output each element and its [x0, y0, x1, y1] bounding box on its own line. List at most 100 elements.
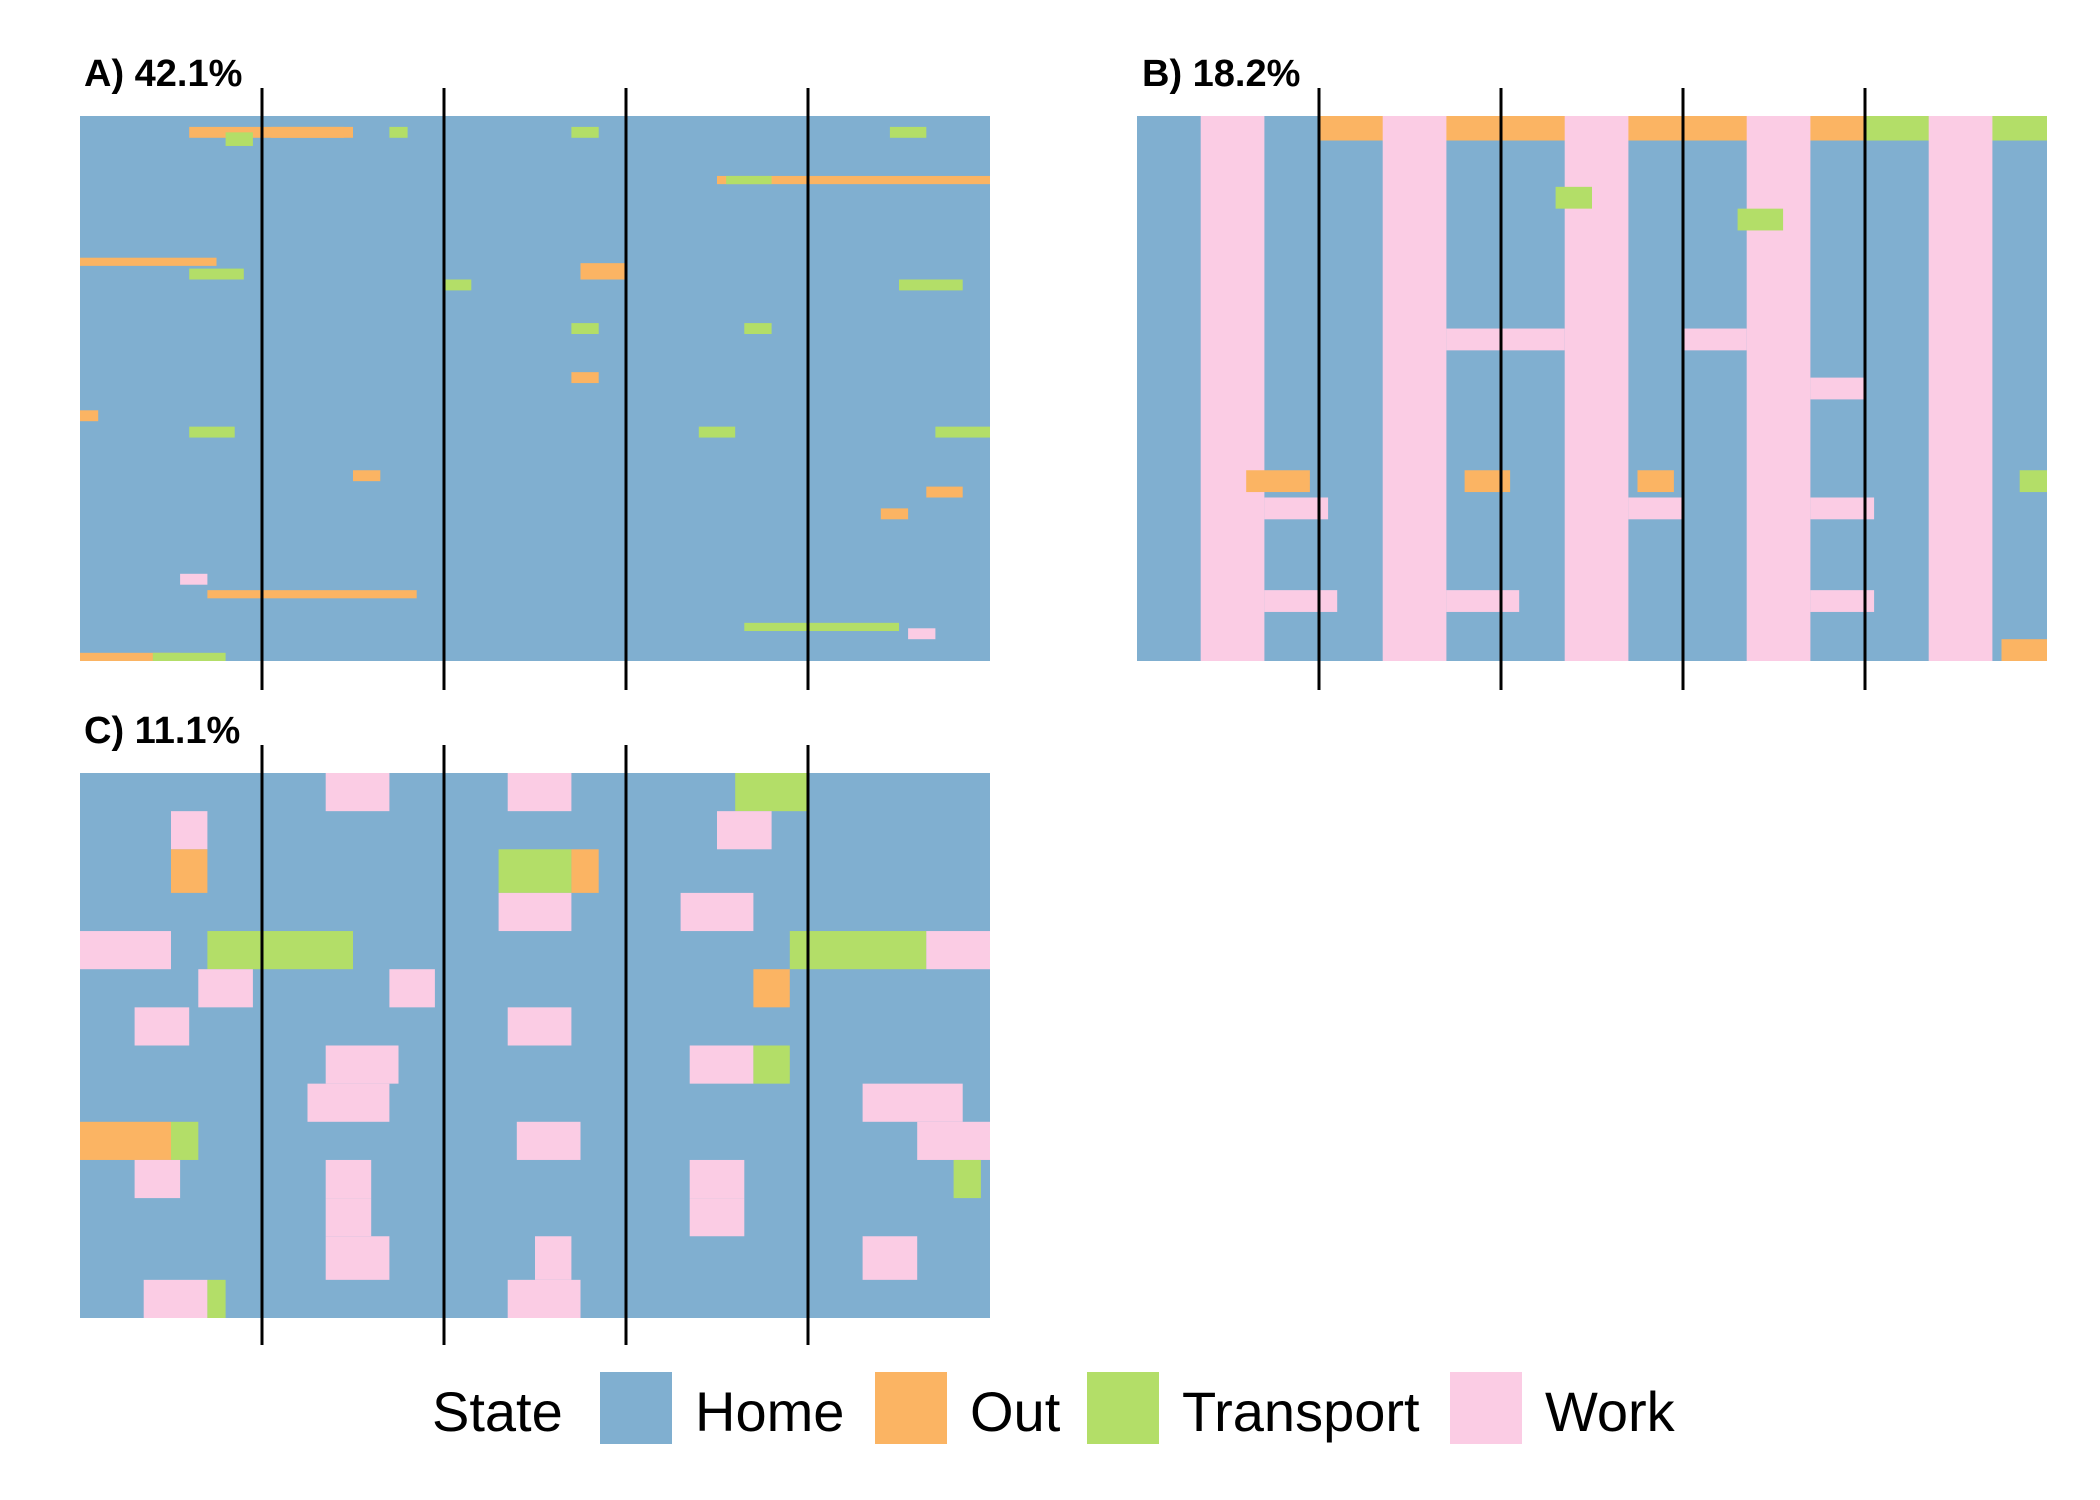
panel-title-a: A) 42.1% [84, 53, 242, 95]
heatmap-segment-out [880, 508, 909, 520]
heatmap-segment-transport [207, 1279, 226, 1318]
heatmap-segment-transport [2019, 470, 2047, 493]
heatmap-segment-work [717, 811, 772, 850]
panel-b: B) 18.2% [1137, 53, 2047, 690]
heatmap-segment-out [2001, 639, 2047, 661]
heatmap-segment-work [689, 1159, 745, 1199]
heatmap-segment-work [908, 628, 936, 640]
heatmap-segment-work [535, 1236, 572, 1280]
heatmap-segment-work [143, 1279, 208, 1318]
heatmap-segment-transport [225, 132, 253, 146]
panel-c: C) 11.1% [80, 710, 990, 1345]
legend-swatch-out [875, 1372, 947, 1444]
heatmap-segment-out [571, 372, 599, 384]
heatmap-segment-work [1446, 328, 1565, 351]
legend-label-work: Work [1545, 1380, 1676, 1443]
heatmap-segment-transport [1555, 186, 1592, 209]
heatmap-segment-out [1637, 470, 1674, 493]
heatmap-segment-out [717, 175, 990, 185]
legend: State Home Out Transport Work [432, 1372, 1676, 1444]
heatmap-segment-work [134, 1159, 181, 1199]
heatmap-segment-work [180, 573, 208, 585]
heatmap-segment-work [689, 1045, 754, 1084]
heatmap-segment-transport [735, 773, 808, 812]
heatmap-segment-work [80, 931, 171, 970]
heatmap-segment-transport [389, 126, 408, 138]
legend-title: State [432, 1380, 563, 1443]
heatmap-segment-work [917, 1121, 990, 1160]
heatmap-segment-transport [207, 931, 353, 970]
panel-a: A) 42.1% [80, 53, 990, 690]
heatmap-segment-work [325, 1045, 399, 1084]
heatmap-segment-transport [1737, 208, 1784, 231]
heatmap-segment-transport [698, 426, 736, 438]
heatmap-segment-out [353, 470, 381, 482]
heatmap-segment-out [1464, 470, 1511, 493]
heatmap-segment-transport [171, 1121, 199, 1160]
legend-label-transport: Transport [1182, 1380, 1420, 1443]
heatmap-segment-work [171, 811, 208, 850]
heatmap-segment-work [516, 1121, 581, 1160]
legend-swatch-work [1450, 1372, 1522, 1444]
heatmap-segment-out [753, 969, 790, 1008]
heatmap-segment-out [80, 410, 99, 422]
heatmap-segment-work [926, 931, 990, 970]
heatmap-segment-transport [753, 1045, 790, 1084]
heatmap-segment-out [580, 263, 626, 280]
heatmap-segment-transport [444, 279, 472, 291]
heatmap-segment-work [1810, 497, 1875, 520]
heatmap-segment-work [1628, 497, 1683, 520]
heatmap-segment-work [689, 1198, 745, 1237]
heatmap-segment-work [1810, 590, 1875, 612]
heatmap-segment-work [862, 1083, 963, 1122]
heatmap-segment-work [325, 1159, 372, 1199]
heatmap-segment-work [1264, 590, 1338, 612]
heatmap-segment-transport [889, 126, 927, 138]
heatmap-segment-work [1746, 116, 1811, 661]
heatmap-segment-out [1246, 470, 1310, 493]
heatmap-segment-work [1382, 116, 1447, 661]
heatmap-segment-transport [953, 1159, 981, 1199]
legend-label-out: Out [970, 1380, 1061, 1443]
heatmap-segment-out [571, 849, 599, 893]
heatmap-segment-out [207, 590, 417, 599]
heatmap-segment-out [926, 486, 963, 498]
heatmap-background [80, 116, 990, 661]
heatmap-segment-work [498, 892, 572, 932]
heatmap-segment-work [1446, 590, 1520, 612]
heatmap-segment-work [1928, 116, 1993, 661]
heatmap-segment-work [134, 1007, 190, 1046]
heatmap-segment-work [507, 773, 572, 812]
heatmap-segment-transport [726, 175, 772, 185]
legend-swatch-transport [1087, 1372, 1159, 1444]
heatmap-segment-transport [152, 652, 226, 661]
heatmap-segment-work [307, 1083, 390, 1122]
legend-swatch-home [600, 1372, 672, 1444]
legend-label-home: Home [695, 1380, 844, 1443]
heatmap-segment-transport [189, 426, 235, 438]
panel-title-c: C) 11.1% [84, 710, 240, 752]
heatmap-segment-work [325, 773, 390, 812]
heatmap-segment-work [507, 1007, 572, 1046]
heatmap-segment-work [198, 969, 253, 1008]
panel-title-b: B) 18.2% [1142, 53, 1300, 95]
heatmap-segment-work [862, 1236, 918, 1280]
heatmap-segment-transport [899, 279, 963, 291]
heatmap-segment-transport [935, 426, 990, 438]
heatmap-segment-transport [189, 268, 244, 280]
panels: A) 42.1% B) 18.2% C) 11.1% [80, 53, 2047, 1345]
heatmap-segment-transport [498, 849, 572, 893]
heatmap-segment-work [1683, 328, 1747, 351]
heatmap-segment-transport [744, 622, 899, 632]
heatmap-segment-out [171, 849, 208, 893]
heatmap-segment-work [1810, 377, 1865, 400]
heatmap-segment-transport [744, 323, 772, 334]
heatmap-segment-work [507, 1279, 581, 1318]
heatmap-segment-work [389, 969, 435, 1008]
heatmap-segment-out [80, 652, 181, 661]
heatmap-segment-out [80, 1121, 171, 1160]
heatmap-segment-out [80, 257, 217, 266]
heatmap-segment-work [1200, 116, 1265, 661]
heatmap-segment-transport [789, 931, 927, 970]
